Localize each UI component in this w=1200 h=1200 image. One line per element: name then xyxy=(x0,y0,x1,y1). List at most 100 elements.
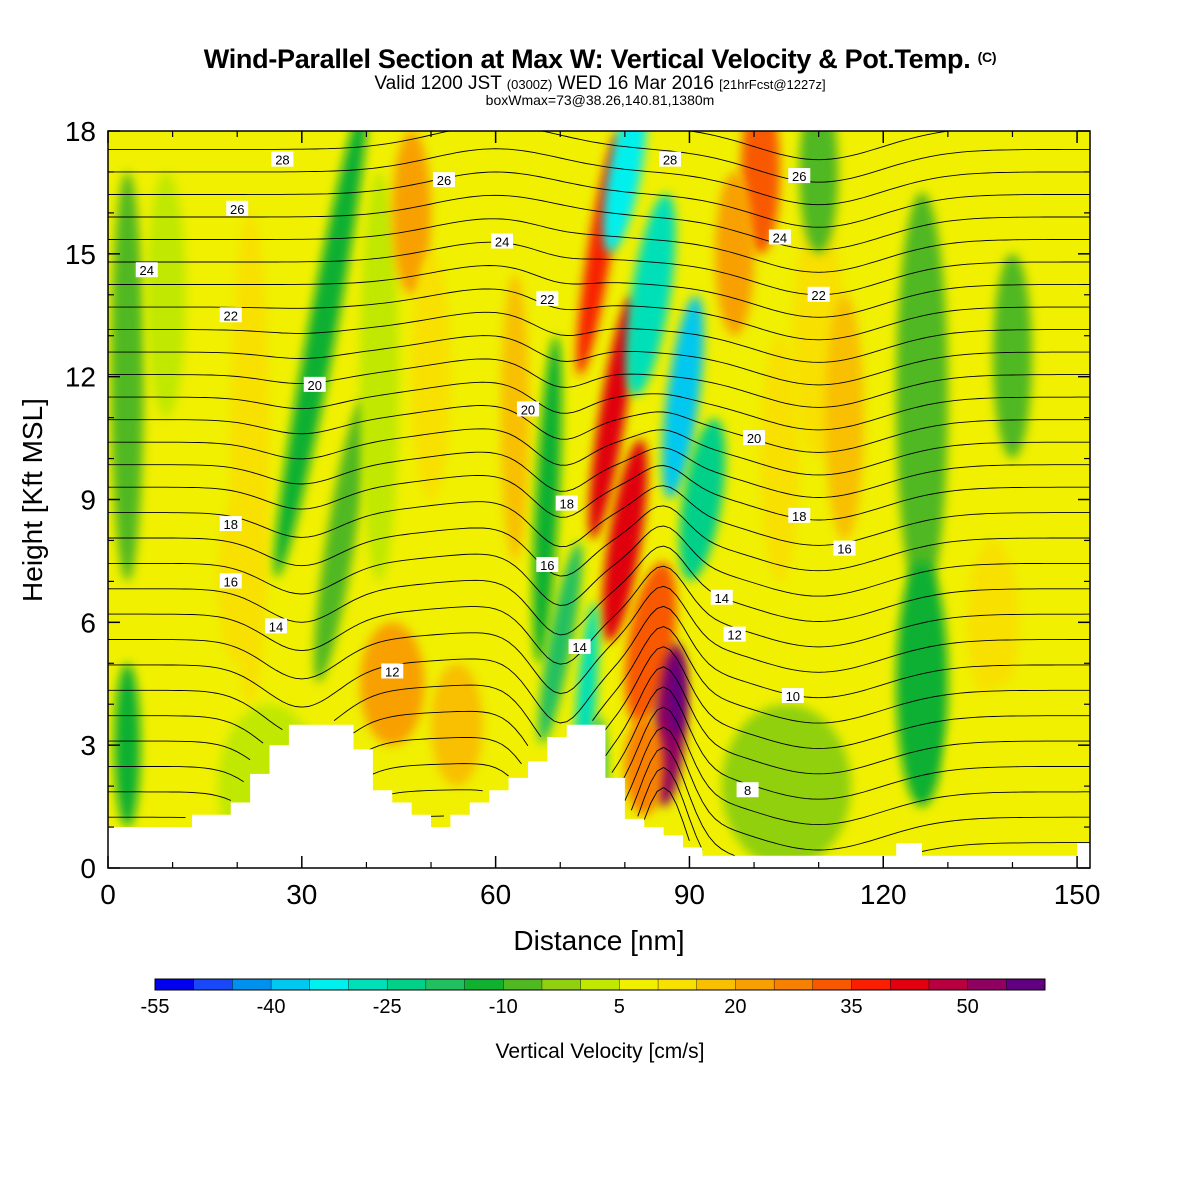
velocity-cell xyxy=(431,663,483,786)
x-tick-label: 60 xyxy=(480,879,511,910)
colorbar-swatch xyxy=(542,979,581,990)
isentrope-label-text: 26 xyxy=(230,202,244,217)
velocity-cell xyxy=(625,717,664,815)
velocity-cell xyxy=(948,684,1077,848)
isentrope-label-text: 16 xyxy=(837,542,851,557)
colorbar-labels: -55 -40 -25 -10 5 20 35 50 xyxy=(141,996,979,1018)
y-tick-label: 0 xyxy=(80,853,96,884)
isentrope-label-text: 12 xyxy=(385,664,399,679)
colorbar-label: 20 xyxy=(724,996,746,1018)
x-axis-title: Distance [nm] xyxy=(513,925,684,956)
colorbar-swatch xyxy=(813,979,852,990)
isentrope-line xyxy=(108,123,373,127)
isentrope-label-text: 28 xyxy=(663,153,677,168)
isentrope-label: 14 xyxy=(711,590,733,606)
isentrope-label-text: 26 xyxy=(792,169,806,184)
colorbar-label: 50 xyxy=(956,996,978,1018)
isentrope-label: 20 xyxy=(304,377,326,393)
isentrope-label: 20 xyxy=(743,430,765,446)
colorbar-swatch xyxy=(310,979,349,990)
colorbar-title: Vertical Velocity [cm/s] xyxy=(496,1040,705,1063)
velocity-cell xyxy=(501,274,529,561)
isentrope-label: 8 xyxy=(737,782,759,798)
y-axis-title: Height [Kft MSL] xyxy=(17,398,48,602)
isentrope-label-text: 16 xyxy=(540,558,554,573)
colorbar-swatch xyxy=(426,979,465,990)
isentrope-label-text: 14 xyxy=(572,640,586,655)
colorbar-swatch xyxy=(929,979,968,990)
y-tick-label: 6 xyxy=(80,607,96,638)
colorbar-label: -10 xyxy=(489,996,518,1018)
isentrope-label-text: 22 xyxy=(224,308,238,323)
colorbar-label: -40 xyxy=(257,996,286,1018)
isentrope-label-text: 24 xyxy=(773,230,787,245)
x-tick-label: 30 xyxy=(286,879,317,910)
velocity-cell xyxy=(825,295,864,541)
isentrope-label-text: 22 xyxy=(811,288,825,303)
isentrope-label: 14 xyxy=(569,639,591,655)
isentrope-label-text: 20 xyxy=(521,402,535,417)
y-tick-label: 9 xyxy=(80,485,96,516)
isentrope-label-text: 24 xyxy=(495,235,509,250)
isentrope-label: 12 xyxy=(381,663,403,679)
isentrope-label: 18 xyxy=(556,496,578,512)
isentrope-label-text: 18 xyxy=(559,497,573,512)
y-tick-label: 12 xyxy=(65,362,96,393)
velocity-cell xyxy=(896,192,948,601)
isentrope-label-text: 26 xyxy=(437,173,451,188)
velocity-cell xyxy=(761,336,800,582)
colorbar-swatch xyxy=(155,979,194,990)
isentrope-label: 18 xyxy=(788,508,810,524)
cross-section-chart: 81012121414141616161818182020202222 22242… xyxy=(0,0,1200,1200)
colorbar-swatch xyxy=(465,979,504,990)
colorbar-swatch xyxy=(503,979,542,990)
x-tick-label: 0 xyxy=(100,879,116,910)
colorbar-swatch xyxy=(232,979,271,990)
isentrope-label: 12 xyxy=(724,627,746,643)
colorbar xyxy=(155,979,1045,990)
colorbar-swatch xyxy=(852,979,891,990)
y-tick-label: 15 xyxy=(65,239,96,270)
isentrope-label-text: 18 xyxy=(224,517,238,532)
x-tick-label: 150 xyxy=(1054,879,1101,910)
colorbar-swatch xyxy=(348,979,387,990)
isentrope-label: 24 xyxy=(136,262,158,278)
isentrope-label-text: 12 xyxy=(727,628,741,643)
colorbar-swatch xyxy=(697,979,736,990)
colorbar-swatch xyxy=(774,979,813,990)
colorbar-swatch xyxy=(890,979,929,990)
isentrope-label: 22 xyxy=(536,291,558,307)
colorbar-label: -55 xyxy=(141,996,170,1018)
colorbar-label: 35 xyxy=(840,996,862,1018)
velocity-cell xyxy=(412,254,451,500)
colorbar-swatch xyxy=(658,979,697,990)
colorbar-swatch xyxy=(581,979,620,990)
isentrope-label: 24 xyxy=(491,234,513,250)
isentrope-label: 28 xyxy=(659,152,681,168)
x-tick-label: 120 xyxy=(860,879,907,910)
isentrope-label: 26 xyxy=(788,168,810,184)
isentrope-label: 16 xyxy=(834,541,856,557)
colorbar-swatch xyxy=(271,979,310,990)
isentrope-label: 26 xyxy=(433,172,455,188)
isentrope-label-text: 18 xyxy=(792,509,806,524)
isentrope-label: 26 xyxy=(226,201,248,217)
velocity-cell xyxy=(147,172,186,418)
isentrope-label: 14 xyxy=(265,618,287,634)
colorbar-swatch xyxy=(735,979,774,990)
isentrope-label-text: 20 xyxy=(747,431,761,446)
colorbar-swatch xyxy=(194,979,233,990)
isentrope-label-text: 28 xyxy=(275,153,289,168)
isentrope-label: 24 xyxy=(769,229,791,245)
velocity-cell xyxy=(360,622,425,745)
isentrope-label-text: 20 xyxy=(308,378,322,393)
isentrope-label: 20 xyxy=(517,401,539,417)
y-tick-label: 18 xyxy=(65,116,96,147)
isentrope-label-text: 14 xyxy=(715,591,729,606)
isentrope-label: 16 xyxy=(536,557,558,573)
isentrope-label: 22 xyxy=(808,287,830,303)
isentrope-label-text: 22 xyxy=(540,292,554,307)
colorbar-swatch xyxy=(619,979,658,990)
isentrope-label: 16 xyxy=(220,573,242,589)
isentrope-label-text: 16 xyxy=(224,574,238,589)
